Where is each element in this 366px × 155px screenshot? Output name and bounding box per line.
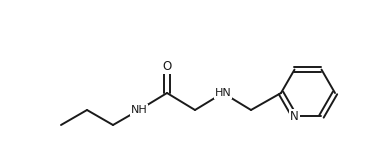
Text: NH: NH — [131, 105, 147, 115]
Text: O: O — [163, 60, 172, 73]
Text: HN: HN — [214, 88, 231, 98]
Text: N: N — [290, 110, 299, 123]
